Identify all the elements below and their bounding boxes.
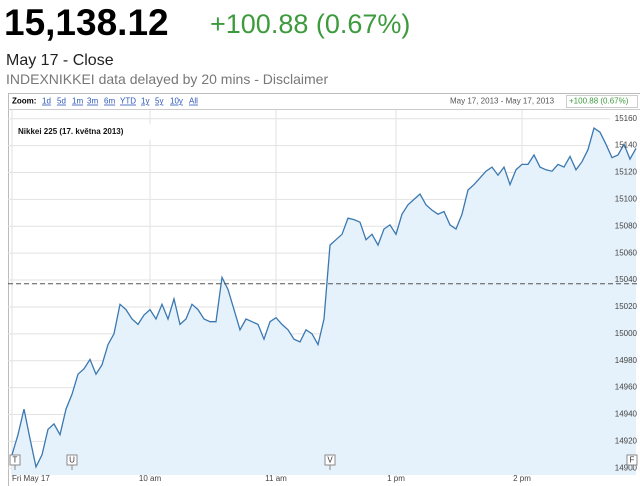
- y-tick-label: 14980: [615, 356, 638, 365]
- date-range: May 17, 2013 - May 17, 2013: [450, 97, 555, 106]
- y-tick-label: 15040: [615, 275, 638, 284]
- zoom-option[interactable]: 5y: [155, 97, 163, 106]
- x-tick-label: 2 pm: [513, 474, 531, 483]
- zoom-option[interactable]: 10y: [170, 97, 183, 106]
- event-marker[interactable]: [324, 454, 336, 466]
- zoom-option[interactable]: 6m: [104, 97, 115, 106]
- area: [12, 128, 636, 475]
- y-tick-label: 15000: [615, 329, 638, 338]
- zoom-label: Zoom:: [12, 97, 36, 106]
- event-marker[interactable]: [626, 454, 638, 466]
- x-tick-label: Fri May 17: [12, 474, 50, 483]
- zoom-option[interactable]: 3m: [87, 97, 98, 106]
- y-tick-label: 15100: [615, 194, 638, 203]
- y-tick-label: 15120: [615, 168, 638, 177]
- x-tick-label: 11 am: [265, 474, 287, 483]
- zoom-option[interactable]: All: [189, 97, 198, 106]
- y-tick-label: 15020: [615, 302, 638, 311]
- zoom-option[interactable]: 1d: [42, 97, 51, 106]
- event-marker-label: F: [630, 456, 635, 465]
- y-tick-label: 15160: [615, 114, 638, 123]
- y-tick-label: 15060: [615, 248, 638, 257]
- price-change: +100.88 (0.67%): [210, 9, 411, 39]
- event-marker[interactable]: [9, 454, 21, 466]
- price-line: [11, 127, 637, 469]
- y-tick-label: 15080: [615, 221, 638, 230]
- chart-title: Nikkei 225 (17. května 2013): [18, 127, 124, 136]
- event-marker-label: T: [13, 456, 18, 465]
- zoom-option[interactable]: 5d: [57, 97, 66, 106]
- event-marker-label: U: [69, 456, 75, 465]
- zoom-option[interactable]: 1m: [72, 97, 83, 106]
- event-marker-label: V: [327, 456, 333, 465]
- event-marker[interactable]: [66, 454, 78, 466]
- y-tick-label: 14920: [615, 436, 638, 445]
- x-tick-label: 10 am: [139, 474, 162, 483]
- y-tick-label: 14900: [615, 463, 638, 472]
- y-tick-label: 14940: [615, 410, 638, 419]
- zoom-option[interactable]: 1y: [141, 97, 149, 106]
- x-tick-label: 1 pm: [387, 474, 405, 483]
- y-tick-label: 15140: [615, 141, 638, 150]
- zoom-option[interactable]: YTD: [120, 97, 136, 106]
- date: May 17 - Close: [6, 52, 114, 69]
- change-box: [566, 95, 638, 108]
- chart-title-bg: [14, 124, 199, 140]
- y-tick-label: 14960: [615, 383, 638, 392]
- price: 15,138.12: [4, 2, 169, 43]
- source-note: INDEXNIKKEI data delayed by 20 mins - Di…: [6, 71, 329, 87]
- toolbar-change: +100.88 (0.67%): [569, 97, 629, 106]
